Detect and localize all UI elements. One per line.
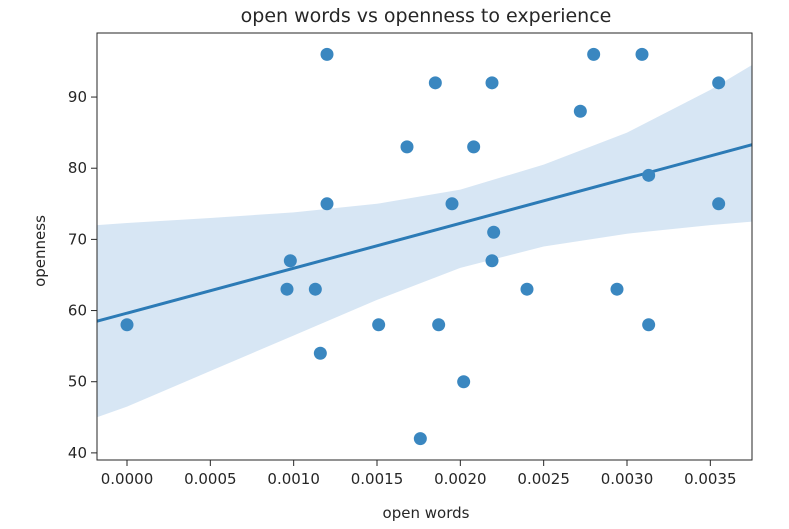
x-axis: 0.0000 0.0005 0.0010 0.0015 0.0020 0.0025 0.00…: [101, 460, 737, 488]
data-point: [520, 282, 534, 296]
x-axis-label: open words: [383, 504, 470, 522]
data-point: [432, 318, 446, 332]
x-tick-label: 0.0015: [351, 470, 404, 488]
data-point: [587, 47, 601, 61]
data-point: [642, 318, 656, 332]
data-point: [413, 432, 427, 446]
data-point: [320, 47, 334, 61]
data-point: [635, 47, 649, 61]
data-point: [467, 140, 481, 154]
data-point: [283, 254, 297, 268]
y-tick-label: 70: [68, 230, 87, 248]
chart-title: open words vs openness to experience: [241, 5, 612, 27]
confidence-band: [97, 65, 752, 418]
x-tick-label: 0.0035: [684, 470, 737, 488]
data-point: [280, 282, 294, 296]
data-point: [400, 140, 414, 154]
x-tick-label: 0.0005: [184, 470, 237, 488]
y-tick-label: 50: [68, 373, 87, 391]
data-point: [573, 104, 587, 118]
plot-area: [97, 47, 752, 446]
data-point: [445, 197, 459, 211]
x-tick-label: 0.0020: [434, 470, 487, 488]
y-axis-label: openness: [31, 215, 49, 287]
x-tick-label: 0.0025: [517, 470, 570, 488]
data-point: [485, 254, 499, 268]
y-tick-label: 60: [68, 302, 87, 320]
plot-frame: [96, 32, 753, 461]
y-axis: 40 50 60 70 80 90: [68, 88, 97, 462]
data-point: [485, 76, 499, 90]
x-tick-label: 0.0010: [267, 470, 320, 488]
data-point: [308, 282, 322, 296]
y-tick-label: 80: [68, 159, 87, 177]
data-point: [712, 76, 726, 90]
data-point: [712, 197, 726, 211]
data-point: [428, 76, 442, 90]
data-point: [610, 282, 624, 296]
data-point: [120, 318, 134, 332]
data-point: [457, 375, 471, 389]
x-tick-label: 0.0030: [601, 470, 654, 488]
data-point: [372, 318, 386, 332]
y-tick-label: 40: [68, 444, 87, 462]
data-point: [642, 168, 656, 182]
y-tick-label: 90: [68, 88, 87, 106]
x-tick-label: 0.0000: [101, 470, 154, 488]
data-point: [487, 225, 501, 239]
data-point: [313, 346, 327, 360]
data-point: [320, 197, 334, 211]
